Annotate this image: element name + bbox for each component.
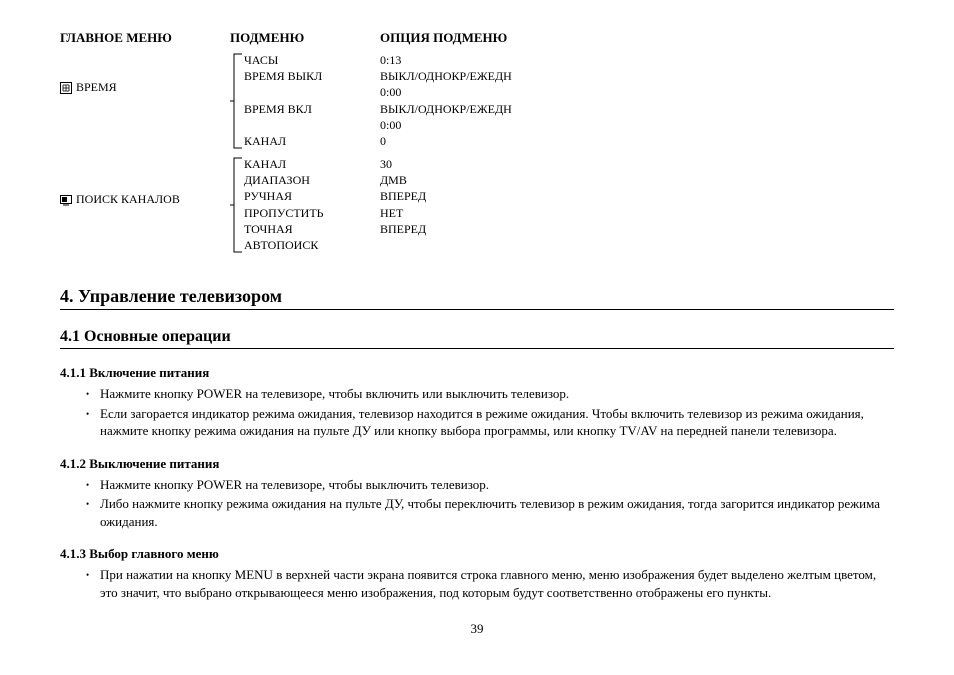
- main-menu-search-label: ПОИСК КАНАЛОВ: [76, 192, 180, 207]
- list-item: Если загорается индикатор режима ожидани…: [100, 405, 894, 440]
- list-item: Нажмите кнопку POWER на телевизоре, чтоб…: [100, 385, 894, 403]
- list-item: При нажатии на кнопку MENU в верхней час…: [100, 566, 894, 601]
- submenu-row: ВРЕМЯ ВЫКЛВЫКЛ/ОДНОКР/ЕЖЕДН: [244, 68, 630, 84]
- bracket-icon: [230, 52, 244, 154]
- section-4-1-3-list: При нажатии на кнопку MENU в верхней час…: [60, 566, 894, 601]
- menu-block-search: ПОИСК КАНАЛОВ КАНАЛ30 ДИАПАЗОНДМВ РУЧНАЯ…: [60, 156, 894, 258]
- section-4-1-3-title: 4.1.3 Выбор главного меню: [60, 546, 894, 562]
- section-4-1-2-title: 4.1.2 Выключение питания: [60, 456, 894, 472]
- submenu-row: ПРОПУСТИТЬНЕТ: [244, 205, 630, 221]
- section-4-1-1-list: Нажмите кнопку POWER на телевизоре, чтоб…: [60, 385, 894, 440]
- submenu-row: КАНАЛ30: [244, 156, 630, 172]
- submenu-row: ВРЕМЯ ВКЛВЫКЛ/ОДНОКР/ЕЖЕДН: [244, 101, 630, 117]
- submenu-row: ТОЧНАЯВПЕРЕД: [244, 221, 630, 237]
- submenu-row: КАНАЛ0: [244, 133, 630, 149]
- section-4-1-title: 4.1 Основные операции: [60, 328, 894, 349]
- submenu-rows-time: ЧАСЫ0:13 ВРЕМЯ ВЫКЛВЫКЛ/ОДНОКР/ЕЖЕДН 0:0…: [244, 52, 630, 149]
- main-menu-time-label: ВРЕМЯ: [76, 80, 117, 95]
- submenu-row: 0:00: [244, 84, 630, 100]
- submenu-row: 0:00: [244, 117, 630, 133]
- list-item: Нажмите кнопку POWER на телевизоре, чтоб…: [100, 476, 894, 494]
- submenu-row: ДИАПАЗОНДМВ: [244, 172, 630, 188]
- submenu-rows-search: КАНАЛ30 ДИАПАЗОНДМВ РУЧНАЯВПЕРЕД ПРОПУСТ…: [244, 156, 630, 253]
- submenu-row: РУЧНАЯВПЕРЕД: [244, 188, 630, 204]
- section-4-1-1-title: 4.1.1 Включение питания: [60, 365, 894, 381]
- search-icon: [60, 194, 72, 206]
- main-menu-time: ВРЕМЯ: [60, 52, 230, 95]
- clock-icon: [60, 82, 72, 94]
- menu-table-header: ГЛАВНОЕ МЕНЮ ПОДМЕНЮ ОПЦИЯ ПОДМЕНЮ: [60, 30, 894, 46]
- header-main: ГЛАВНОЕ МЕНЮ: [60, 30, 230, 46]
- bracket-icon: [230, 156, 244, 258]
- list-item: Либо нажмите кнопку режима ожидания на п…: [100, 495, 894, 530]
- page-number: 39: [60, 621, 894, 637]
- submenu-row: ЧАСЫ0:13: [244, 52, 630, 68]
- main-menu-search: ПОИСК КАНАЛОВ: [60, 156, 230, 207]
- header-opt: ОПЦИЯ ПОДМЕНЮ: [380, 30, 580, 46]
- menu-block-time: ВРЕМЯ ЧАСЫ0:13 ВРЕМЯ ВЫКЛВЫКЛ/ОДНОКР/ЕЖЕ…: [60, 52, 894, 154]
- submenu-row: АВТОПОИСК: [244, 237, 630, 253]
- section-4-1-2-list: Нажмите кнопку POWER на телевизоре, чтоб…: [60, 476, 894, 531]
- section-4-title: 4. Управление телевизором: [60, 286, 894, 310]
- header-sub: ПОДМЕНЮ: [230, 30, 380, 46]
